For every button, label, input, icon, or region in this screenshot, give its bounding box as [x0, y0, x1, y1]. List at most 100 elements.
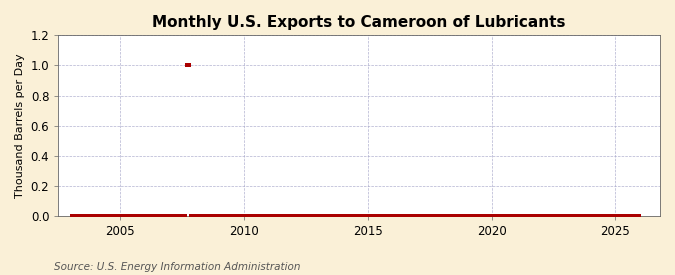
Point — [539, 214, 549, 218]
Y-axis label: Thousand Barrels per Day: Thousand Barrels per Day — [15, 53, 25, 198]
Point — [479, 214, 490, 218]
Point — [551, 214, 562, 218]
Point — [138, 214, 149, 218]
Point — [250, 214, 261, 218]
Point — [302, 214, 313, 218]
Point — [446, 214, 457, 218]
Point — [279, 214, 290, 218]
Point — [91, 214, 102, 218]
Point — [205, 214, 215, 218]
Point — [335, 214, 346, 218]
Point — [294, 214, 304, 218]
Point — [157, 214, 168, 218]
Point — [448, 214, 459, 218]
Point — [190, 214, 201, 218]
Point — [624, 214, 634, 218]
Point — [263, 214, 273, 218]
Point — [322, 214, 333, 218]
Point — [504, 214, 514, 218]
Point — [230, 214, 240, 218]
Point — [246, 214, 256, 218]
Point — [196, 214, 207, 218]
Point — [595, 214, 605, 218]
Point — [429, 214, 440, 218]
Point — [217, 214, 227, 218]
Point — [221, 214, 232, 218]
Point — [329, 214, 340, 218]
Point — [628, 214, 639, 218]
Point — [215, 214, 225, 218]
Point — [599, 214, 610, 218]
Point — [291, 214, 302, 218]
Point — [524, 214, 535, 218]
Point — [433, 214, 444, 218]
Point — [194, 214, 205, 218]
Point — [173, 214, 184, 218]
Point — [603, 214, 614, 218]
Point — [240, 214, 250, 218]
Point — [298, 214, 308, 218]
Point — [593, 214, 603, 218]
Point — [79, 214, 90, 218]
Point — [468, 214, 479, 218]
Point — [411, 214, 422, 218]
Point — [198, 214, 209, 218]
Point — [244, 214, 254, 218]
Point — [438, 214, 449, 218]
Point — [269, 214, 279, 218]
Point — [171, 214, 182, 218]
Point — [597, 214, 608, 218]
Point — [339, 214, 350, 218]
Point — [81, 214, 92, 218]
Point — [440, 214, 451, 218]
Point — [607, 214, 618, 218]
Point — [497, 214, 508, 218]
Point — [169, 214, 180, 218]
Point — [116, 214, 127, 218]
Point — [273, 214, 284, 218]
Point — [570, 214, 580, 218]
Point — [261, 214, 271, 218]
Point — [622, 214, 632, 218]
Point — [232, 214, 242, 218]
Point — [357, 214, 368, 218]
Point — [287, 214, 298, 218]
Point — [366, 214, 377, 218]
Point — [254, 214, 265, 218]
Point — [72, 214, 83, 218]
Point — [531, 214, 541, 218]
Point — [219, 214, 230, 218]
Point — [390, 214, 401, 218]
Point — [630, 214, 641, 218]
Point — [558, 214, 568, 218]
Point — [167, 214, 178, 218]
Text: Source: U.S. Energy Information Administration: Source: U.S. Energy Information Administ… — [54, 262, 300, 272]
Point — [182, 63, 192, 68]
Point — [487, 214, 498, 218]
Point — [522, 214, 533, 218]
Point — [613, 214, 624, 218]
Point — [560, 214, 570, 218]
Point — [300, 214, 310, 218]
Point — [144, 214, 155, 218]
Point — [341, 214, 352, 218]
Point — [460, 214, 471, 218]
Point — [481, 214, 492, 218]
Point — [178, 214, 188, 218]
Point — [413, 214, 424, 218]
Point — [66, 214, 77, 218]
Point — [454, 214, 465, 218]
Point — [388, 214, 399, 218]
Point — [500, 214, 510, 218]
Point — [580, 214, 591, 218]
Point — [483, 214, 494, 218]
Point — [153, 214, 164, 218]
Point — [256, 214, 267, 218]
Point — [435, 214, 446, 218]
Point — [386, 214, 397, 218]
Point — [508, 214, 518, 218]
Point — [351, 214, 362, 218]
Point — [163, 214, 174, 218]
Point — [248, 214, 259, 218]
Point — [456, 214, 467, 218]
